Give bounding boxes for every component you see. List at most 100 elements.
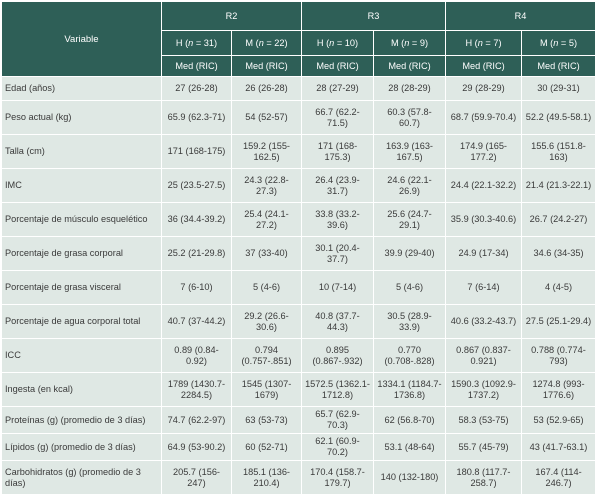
value-cell: 24.3 (22.8-27.3) [231,168,302,203]
row-label: Porcentaje de músculo esquelético [1,202,162,237]
n-value: 5 [568,37,574,48]
value-cell: 140 (132-180) [373,460,446,495]
row-label: ICC [1,338,162,373]
value-cell: 66.7 (62.2-71.5) [301,100,374,135]
n-value: 7 [493,37,499,48]
group-header-r3: R3 [301,1,446,31]
value-cell: 24.9 (17-34) [445,236,522,271]
stat-header: Med (RIC) [521,55,596,77]
group-header-r4: R4 [445,1,596,31]
value-cell: 0.895 (0.867-.932) [301,338,374,373]
value-cell: 60.3 (57.8-60.7) [373,100,446,135]
value-cell: 64.9 (53-90.2) [161,433,232,461]
subgroup-header: H (n = 31) [161,30,232,56]
row-label: Porcentaje de grasa corporal [1,236,162,271]
value-cell: 25.6 (24.7-29.1) [373,202,446,237]
value-cell: 35.9 (30.3-40.6) [445,202,522,237]
row-label: Porcentaje de grasa visceral [1,270,162,305]
value-cell: 5 (4-6) [231,270,302,305]
value-cell: 25 (23.5-27.5) [161,168,232,203]
value-cell: 27 (26-28) [161,76,232,101]
value-cell: 34.6 (34-35) [521,236,596,271]
table-row: ICC 0.89 (0.84-0.92) 0.794 (0.757-.851) 0.8… [1,338,596,373]
row-label: Proteínas (g) (promedio de 3 días) [1,406,162,434]
value-cell: 5 (4-6) [373,270,446,305]
value-cell: 24.6 (22.1-26.9) [373,168,446,203]
value-cell: 0.867 (0.837-0.921) [445,338,522,373]
n-letter: n [553,37,559,48]
sex-label: M [539,37,548,48]
sex-label: M [390,37,399,48]
n-letter: n [477,37,483,48]
value-cell: 205.7 (156-247) [161,460,232,495]
table-row: Carbohidratos (g) (promedio de 3 días) 20… [1,460,596,495]
value-cell: 0.794 (0.757-.851) [231,338,302,373]
row-label: IMC [1,168,162,203]
value-cell: 55.7 (45-79) [445,433,522,461]
value-cell: 174.9 (165-177.2) [445,134,522,169]
value-cell: 40.8 (37.7-44.3) [301,304,374,339]
table-row: Porcentaje de agua corporal total 40.7 (3… [1,304,596,339]
variable-header: Variable [1,1,162,77]
stat-header: Med (RIC) [445,55,522,77]
group-header-r2: R2 [161,1,302,31]
value-cell: 28 (28-29) [373,76,446,101]
table-row: Porcentaje de grasa visceral 7 (6-10) 5 (4… [1,270,596,305]
value-cell: 29.2 (26.6-30.6) [231,304,302,339]
row-label: Lípidos (g) (promedio de 3 días) [1,433,162,461]
value-cell: 53 (52.9-65) [521,406,596,434]
value-cell: 30.1 (20.4-37.7) [301,236,374,271]
value-cell: 25.2 (21-29.8) [161,236,232,271]
value-cell: 26.4 (23.9-31.7) [301,168,374,203]
value-cell: 36 (34.4-39.2) [161,202,232,237]
stat-header: Med (RIC) [301,55,374,77]
value-cell: 159.2 (155-162.5) [231,134,302,169]
value-cell: 7 (6-14) [445,270,522,305]
value-cell: 62.1 (60.9-70.2) [301,433,374,461]
subgroup-header: M (n = 9) [373,30,446,56]
subgroup-header: M (n = 22) [231,30,302,56]
row-label: Edad (años) [1,76,162,101]
n-letter: n [329,37,335,48]
stat-header: Med (RIC) [161,55,232,77]
value-cell: 53.1 (48-64) [373,433,446,461]
value-cell: 1789 (1430.7-2284.5) [161,372,232,407]
value-cell: 167.4 (114-246.7) [521,460,596,495]
value-cell: 26 (26-28) [231,76,302,101]
value-cell: 170.4 (158.7-179.7) [301,460,374,495]
stat-header: Med (RIC) [373,55,446,77]
subgroup-header: H (n = 7) [445,30,522,56]
value-cell: 155.6 (151.8-163) [521,134,596,169]
value-cell: 25.4 (24.1-27.2) [231,202,302,237]
n-letter: n [404,37,410,48]
n-value: 10 [344,37,356,48]
row-label: Porcentaje de agua corporal total [1,304,162,339]
value-cell: 163.9 (163-167.5) [373,134,446,169]
value-cell: 29 (28-29) [445,76,522,101]
value-cell: 0.788 (0.774-793) [521,338,596,373]
value-cell: 30.5 (28.9-33.9) [373,304,446,339]
value-cell: 1334.1 (1184.7-1736.8) [373,372,446,407]
n-letter: n [188,37,194,48]
value-cell: 171 (168-175) [161,134,232,169]
value-cell: 68.7 (59.9-70.4) [445,100,522,135]
table-row: Lípidos (g) (promedio de 3 días) 64.9 (53… [1,433,596,461]
subgroup-header: H (n = 10) [301,30,374,56]
value-cell: 24.4 (22.1-32.2) [445,168,522,203]
table-row: Peso actual (kg) 65.9 (62.3-71) 54 (52-57)… [1,100,596,135]
table-row: Edad (años) 27 (26-28) 26 (26-28) 28 (27-29… [1,76,596,101]
sex-label: H [465,37,473,48]
value-cell: 37 (33-40) [231,236,302,271]
row-label: Carbohidratos (g) (promedio de 3 días) [1,460,162,495]
value-cell: 39.9 (29-40) [373,236,446,271]
value-cell: 62 (56.8-70) [373,406,446,434]
value-cell: 40.7 (37-44.2) [161,304,232,339]
n-value: 31 [203,37,215,48]
table-row: Ingesta (en kcal) 1789 (1430.7-2284.5) 154… [1,372,596,407]
sex-label: M [245,37,254,48]
table-row: Porcentaje de grasa corporal 25.2 (21-29.… [1,236,596,271]
row-label: Peso actual (kg) [1,100,162,135]
value-cell: 180.8 (117.7-258.7) [445,460,522,495]
value-cell: 58.3 (53-75) [445,406,522,434]
value-cell: 63 (53-73) [231,406,302,434]
